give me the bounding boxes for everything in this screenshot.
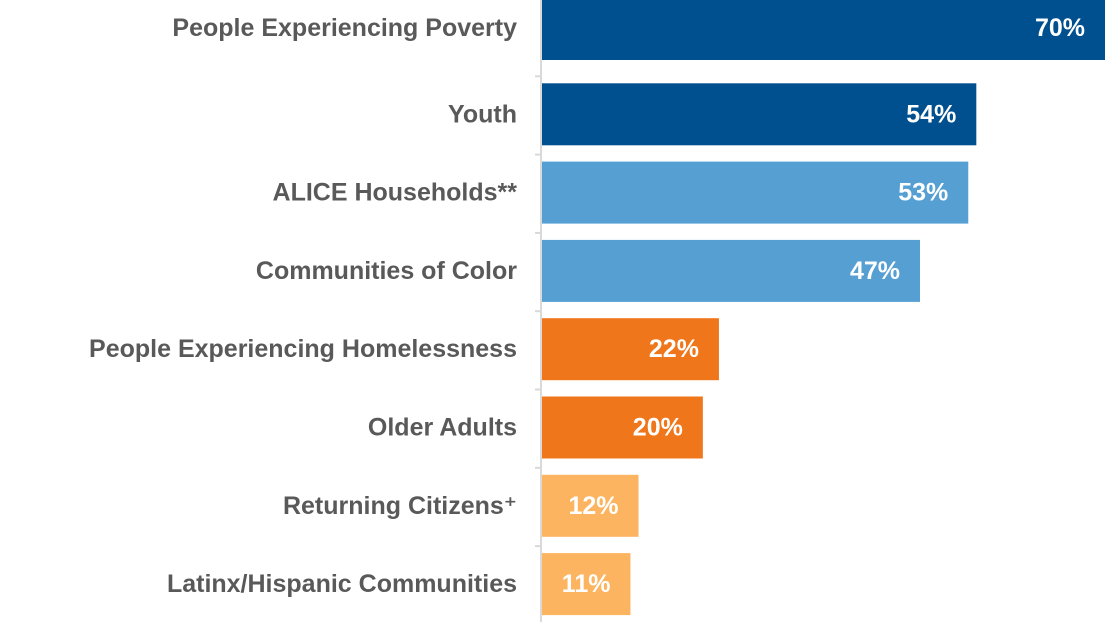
category-label: Youth xyxy=(448,100,517,128)
bar-6 xyxy=(542,396,703,459)
value-label: 54% xyxy=(906,100,956,128)
category-label: People Experiencing Homelessness xyxy=(89,335,517,363)
category-label: Returning Citizens⁺ xyxy=(283,492,517,520)
category-label: ALICE Households** xyxy=(273,179,518,207)
category-label: Communities of Color xyxy=(256,257,517,285)
bar-5 xyxy=(542,318,719,381)
bar-4 xyxy=(542,239,921,302)
bar-3 xyxy=(542,161,969,224)
value-label: 53% xyxy=(898,179,948,207)
value-label: 22% xyxy=(649,335,699,363)
bar-7 xyxy=(542,474,639,537)
bar-2 xyxy=(542,83,977,146)
category-label: Latinx/Hispanic Communities xyxy=(167,570,517,598)
bar-series xyxy=(542,0,1105,616)
category-axis-ticks xyxy=(535,75,541,548)
bar-1 xyxy=(542,0,1105,60)
value-labels: 70% 54% 53% 47% 22% 20% 12% 11% xyxy=(562,14,1085,598)
value-label: 20% xyxy=(633,414,683,442)
category-label: People Experiencing Poverty xyxy=(172,14,517,42)
category-labels: People Experiencing Poverty Youth ALICE Ho… xyxy=(89,14,517,598)
value-label: 11% xyxy=(562,570,611,598)
category-label: Older Adults xyxy=(368,414,517,442)
value-label: 70% xyxy=(1035,14,1085,42)
value-label: 47% xyxy=(850,257,900,285)
value-label: 12% xyxy=(568,492,618,520)
bar-8 xyxy=(542,553,631,616)
